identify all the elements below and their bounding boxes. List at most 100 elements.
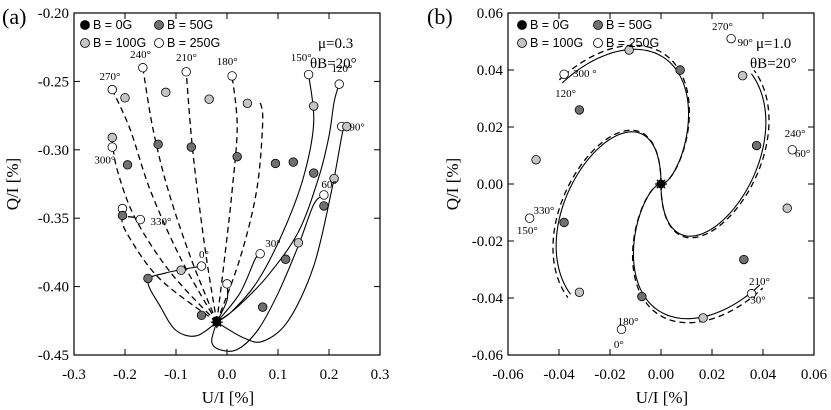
panel-a-marker-250g <box>107 84 117 95</box>
panel-a-angle-label: 30° <box>265 238 280 250</box>
panel-b-x-axis-label: U/I [%] <box>636 388 688 407</box>
panel-a-marker-0g <box>210 316 223 329</box>
panel-a-dashed-curve <box>142 67 218 323</box>
panel-a-marker-50g <box>280 254 291 264</box>
legend-marker-0g <box>517 20 527 30</box>
panel-a-angle-label: 120° <box>332 63 353 75</box>
panel-a-marker-50g <box>117 210 128 221</box>
legend-label-100g: B = 100G <box>93 36 146 50</box>
legend-marker-250g <box>154 38 164 48</box>
panel-a-angle-label: 270° <box>100 71 121 83</box>
panel-b-angle-label: 300 ° <box>573 68 597 80</box>
panel-a-y-tick-label: -0.25 <box>38 74 69 90</box>
panel-b-label: (b) <box>427 4 453 29</box>
panel-a-label: (a) <box>2 4 26 29</box>
panel-a-solid-curve <box>216 74 315 323</box>
panel-b-marker-100g <box>574 287 585 298</box>
panel-a-marker-100g <box>293 238 304 248</box>
panel-b-legend: B = 0G B = 50G B = 100G B = 250G <box>517 18 659 50</box>
panel-b-x-tick-label: -0.02 <box>594 367 625 383</box>
panel-a-marker-250g <box>303 69 314 80</box>
panel-a-marker-50g <box>196 310 207 321</box>
panel-b-markers <box>524 33 798 335</box>
panel-b-y-tick-label: -0.02 <box>472 234 503 250</box>
panel-b-marker-250g <box>616 324 627 335</box>
panel-b-y-tick-label: 0.06 <box>477 6 504 22</box>
panel-a-solid-curve <box>216 83 340 323</box>
panel-a-marker-250g <box>181 67 191 77</box>
panel-b-y-tick-label: 0.02 <box>477 120 503 136</box>
panel-b-spiral-dashed <box>660 69 770 239</box>
panel-b-marker-100g <box>782 203 792 213</box>
panel-a-angle-label: 60° <box>321 179 336 191</box>
panel-b-y-ticks: -0.06 -0.04 -0.02 0.00 0.02 0.04 0.06 <box>472 6 814 364</box>
legend-label-250g: B = 250G <box>606 36 659 50</box>
panel-a-marker-250g <box>196 261 207 271</box>
panel-a-x-axis-label: U/I [%] <box>202 388 254 407</box>
panel-a-y-ticks: -0.45 -0.40 -0.35 -0.30 -0.25 -0.20 <box>38 6 380 364</box>
panel-a-y-tick-label: -0.40 <box>38 280 69 296</box>
panel-a-marker-250g <box>334 79 344 89</box>
legend-label-0g: B = 0G <box>530 18 569 32</box>
legend-marker-50g <box>154 20 164 30</box>
panel-b-marker-100g <box>531 155 541 165</box>
panel-a-marker-250g <box>135 214 146 225</box>
panel-b-x-ticks: -0.06 -0.04 -0.02 0.00 0.02 0.04 0.06 <box>492 13 828 383</box>
panel-a-angle-label: 150° <box>291 52 312 64</box>
legend-label-50g: B = 50G <box>606 18 652 32</box>
panel-b-spiral-dashed <box>552 129 662 299</box>
panel-b-x-tick-label: 0.00 <box>648 367 674 383</box>
panel-b-spiral-solid <box>660 73 767 237</box>
panel-a-x-tick-label: 0.2 <box>320 367 339 383</box>
panel-a-x-ticks: -0.3 -0.2 -0.1 0.0 0.1 0.2 0.3 <box>62 13 389 383</box>
panel-a-angle-label: 240° <box>130 49 151 61</box>
panel-a-marker-50g <box>270 158 281 169</box>
panel-b-spiral-dashed <box>558 44 691 185</box>
panel-a-x-tick-label: 0.1 <box>269 367 288 383</box>
panel-a-y-tick-label: -0.20 <box>38 6 69 22</box>
panel-b-marker-250g <box>559 69 569 79</box>
panel-a-marker-100g <box>342 121 352 132</box>
panel-b-marker-250g <box>787 145 798 155</box>
panel-a-marker-250g <box>255 249 265 259</box>
panel-a-angle-label: 0° <box>199 249 209 261</box>
panel-a-marker-100g <box>242 98 253 108</box>
panel-b-angle-label: 180° <box>618 316 639 328</box>
legend-label-250g: B = 250G <box>167 36 220 50</box>
panel-a-y-tick-label: -0.35 <box>38 211 69 227</box>
panel-a-marker-50g <box>153 139 163 150</box>
panel-a-marker-100g <box>107 132 117 143</box>
panel-b-marker-50g <box>637 291 647 302</box>
panel-a-dashed-curve <box>111 141 218 323</box>
panel-b-y-tick-label: -0.06 <box>472 348 504 364</box>
panel-b-x-tick-label: 0.02 <box>699 367 725 383</box>
panel-b-marker-100g <box>737 70 748 81</box>
panel-b-marker-50g <box>675 65 685 75</box>
panel-b-angle-label: 60° <box>795 148 810 160</box>
panel-b: (b) 270° 90° 300 ° 120° 240° 60° 330° 150° 210° 3… <box>427 4 828 407</box>
panel-b-theta: θB=20° <box>750 56 797 72</box>
panel-a-x-tick-label: -0.1 <box>164 367 188 383</box>
panel-b-x-tick-label: 0.06 <box>801 367 828 383</box>
panel-a-solid-curve <box>211 194 325 352</box>
panel-b-x-tick-label: 0.04 <box>750 367 777 383</box>
panel-b-marker-100g <box>624 45 634 55</box>
panel-a-marker-100g <box>176 265 186 275</box>
panel-a: (a) 240° 210° 180° 150° 120° 270° 90° 300° 60° 33… <box>2 4 389 407</box>
panel-b-x-tick-label: -0.04 <box>543 367 575 383</box>
panel-a-marker-50g <box>186 142 197 152</box>
legend-marker-100g <box>517 38 527 48</box>
panel-a-marker-50g <box>309 168 319 178</box>
panel-a-marker-250g <box>138 63 148 73</box>
panel-a-marker-0g-ray <box>212 317 222 327</box>
panel-b-marker-250g <box>746 289 757 299</box>
panel-b-marker-0g <box>655 178 667 190</box>
panel-a-angle-label: 330° <box>151 216 172 228</box>
panel-b-angle-label: 330° <box>534 205 555 217</box>
legend-marker-100g <box>80 38 90 48</box>
panel-a-y-tick-label: -0.30 <box>38 143 69 159</box>
panel-a-dashed-curve <box>216 75 238 323</box>
panel-b-marker-100g <box>698 313 708 323</box>
panel-a-dashed-curve <box>111 89 218 323</box>
